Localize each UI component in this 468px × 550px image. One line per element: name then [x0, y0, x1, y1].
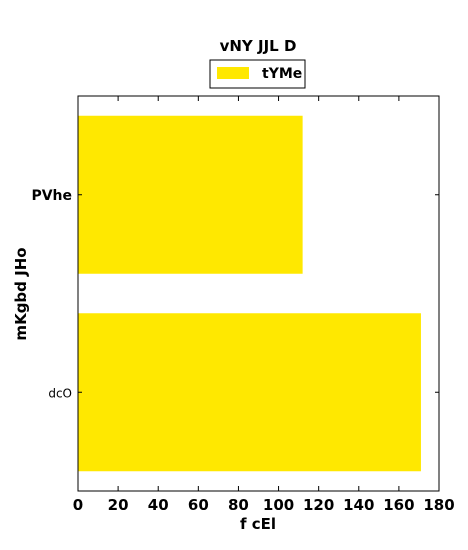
- legend-label: tYMe: [262, 66, 302, 82]
- y-axis-label: mKgbd JHo: [12, 247, 30, 340]
- legend: tYMe: [209, 59, 306, 89]
- bars-layer: [78, 115, 421, 472]
- x-tick-label-1: 20: [108, 496, 129, 514]
- x-tick-label-8: 160: [383, 496, 414, 514]
- y-tick-labels: PVhe dcO: [31, 188, 72, 401]
- chart-title: vNY JJL D: [220, 37, 297, 55]
- y-tick-label-1: dcO: [48, 386, 72, 400]
- x-tick-label-6: 120: [303, 496, 334, 514]
- x-tick-labels: 0 20 40 60 80 100 120 140 160 180: [73, 496, 455, 514]
- x-tick-label-3: 60: [188, 496, 209, 514]
- x-tick-label-7: 140: [343, 496, 374, 514]
- legend-swatch: [217, 67, 249, 79]
- x-axis-label: f cEl: [240, 515, 276, 533]
- x-tick-label-2: 40: [148, 496, 169, 514]
- x-tick-label-0: 0: [73, 496, 83, 514]
- x-tick-label-9: 180: [423, 496, 454, 514]
- bar-0: [78, 115, 303, 274]
- x-tick-label-5: 100: [263, 496, 294, 514]
- bar-1: [78, 313, 421, 472]
- plot-frame: [77, 95, 440, 492]
- y-tick-label-0: PVhe: [31, 188, 72, 204]
- x-tick-label-4: 80: [228, 496, 249, 514]
